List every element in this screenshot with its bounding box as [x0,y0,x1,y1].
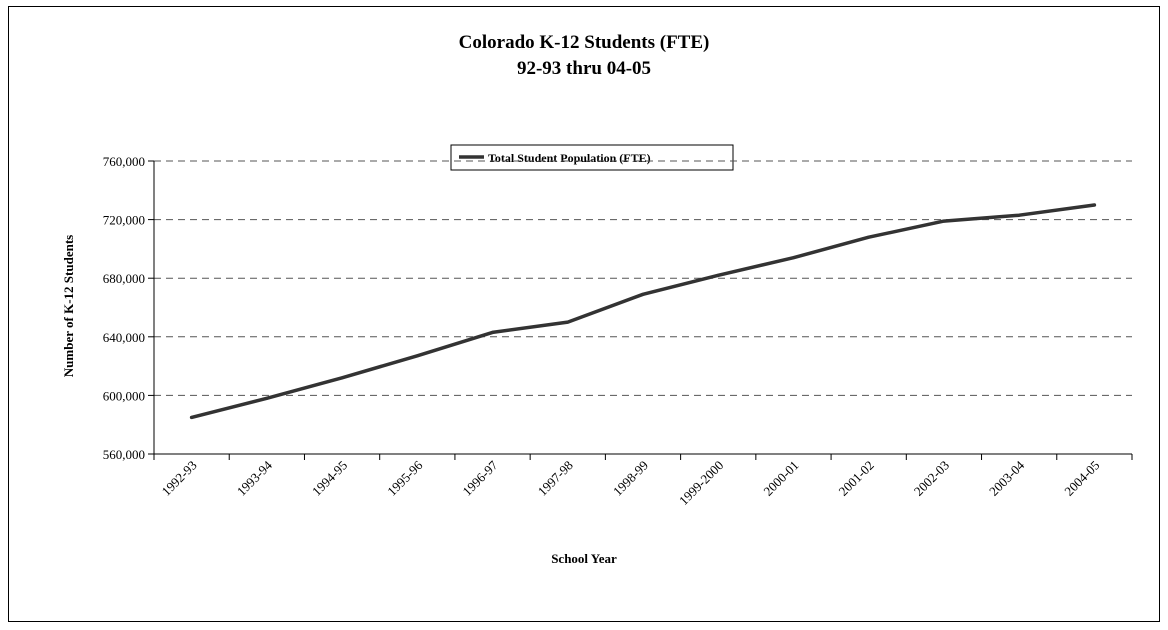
data-point [641,292,645,296]
data-point [491,330,495,334]
data-point [716,273,720,277]
y-tick-label: 760,000 [103,154,145,169]
data-point [265,396,269,400]
x-tick-label: 2000-01 [760,458,801,499]
x-tick-label: 2003-04 [986,457,1028,499]
x-tick-label: 1993-94 [234,457,276,499]
x-tick-label: 2004-05 [1061,458,1102,499]
x-tick-label: 1998-99 [610,458,651,499]
y-tick-labels: 560,000 600,000 640,000 680,000 720,000 760,0… [103,154,145,462]
x-tick-label: 2002-03 [911,458,952,499]
x-tick-label: 1997-98 [535,458,576,499]
y-tick-label: 600,000 [103,388,145,403]
y-tick-label: 640,000 [103,330,145,345]
data-point [942,219,946,223]
x-tick-label: 1994-95 [309,458,350,499]
legend-box [450,144,734,171]
x-axis-title: School Year [551,551,617,566]
chart-svg: Colorado K-12 Students (FTE) 92-93 thru … [61,32,1133,566]
series-line [189,203,1097,420]
x-tick-label: 1999-2000 [676,458,726,508]
series-layer [189,203,1097,420]
axes-layer [148,160,1133,460]
legend-label: Total Student Population (FTE) [488,151,651,165]
data-point [1092,203,1096,207]
data-point [867,235,871,239]
data-point [791,256,795,260]
x-tick-label: 1995-96 [384,457,426,499]
x-tick-label: 1996-97 [459,457,501,499]
data-point [340,376,344,380]
y-tick-label: 680,000 [103,271,145,286]
legend: Total Student Population (FTE) [450,144,734,171]
data-point [415,354,419,358]
chart-frame: Colorado K-12 Students (FTE) 92-93 thru … [8,6,1160,622]
data-point [190,415,194,419]
data-point [1017,213,1021,217]
y-tick-label: 560,000 [103,447,145,462]
chart-subtitle: 92-93 thru 04-05 [517,58,651,79]
x-tick-labels: 1992-93 1993-94 1994-95 1995-96 1996-97 1997-… [158,457,1102,508]
x-tick-label: 1992-93 [158,458,199,499]
data-point [566,320,570,324]
y-tick-label: 720,000 [103,213,145,228]
grid-layer [154,160,1132,396]
chart-title: Colorado K-12 Students (FTE) [459,32,710,53]
y-axis-title: Number of K-12 Students [61,235,76,377]
x-tick-label: 2001-02 [836,458,877,499]
